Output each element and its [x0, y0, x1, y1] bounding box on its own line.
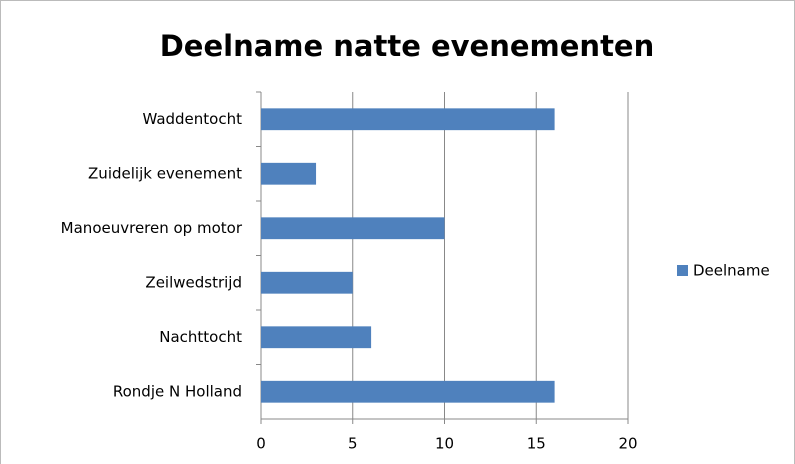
y-tick-label: Rondje N Holland: [113, 382, 242, 400]
x-tick-label: 15: [527, 435, 546, 453]
bar: [261, 162, 317, 185]
bar: [261, 108, 555, 131]
legend-swatch: [677, 265, 688, 276]
y-tick-label: Zeilwedstrijd: [145, 273, 242, 291]
x-tick-label: 0: [256, 435, 266, 453]
y-tick-label: Manoeuvreren op motor: [61, 219, 243, 237]
y-tick-label: Waddentocht: [142, 110, 242, 128]
y-tick-label: Nachttocht: [159, 328, 242, 346]
y-tick-label: Zuidelijk evenement: [88, 164, 242, 182]
bar: [261, 271, 353, 294]
bar: [261, 326, 372, 349]
chart-title: Deelname natte evenementen: [160, 29, 655, 63]
x-tick-label: 10: [435, 435, 454, 453]
x-tick-label: 20: [618, 435, 637, 453]
bar: [261, 217, 445, 240]
x-tick-label: 5: [348, 435, 358, 453]
legend-label: Deelname: [693, 262, 770, 280]
bar: [261, 380, 555, 403]
